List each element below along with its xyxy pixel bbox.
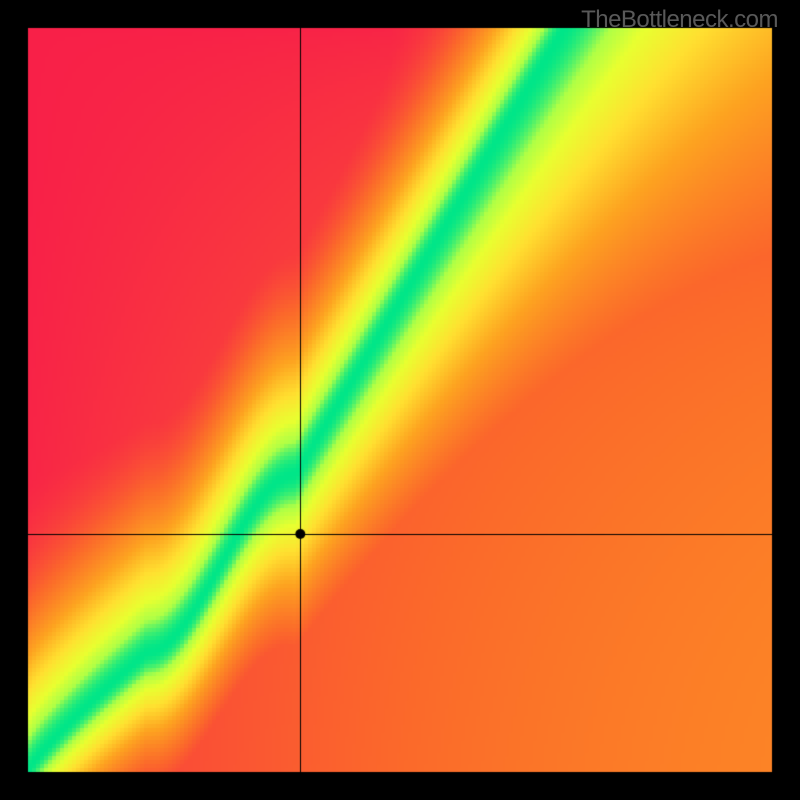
watermark-text: TheBottleneck.com (581, 6, 778, 34)
bottleneck-heatmap (0, 0, 800, 800)
